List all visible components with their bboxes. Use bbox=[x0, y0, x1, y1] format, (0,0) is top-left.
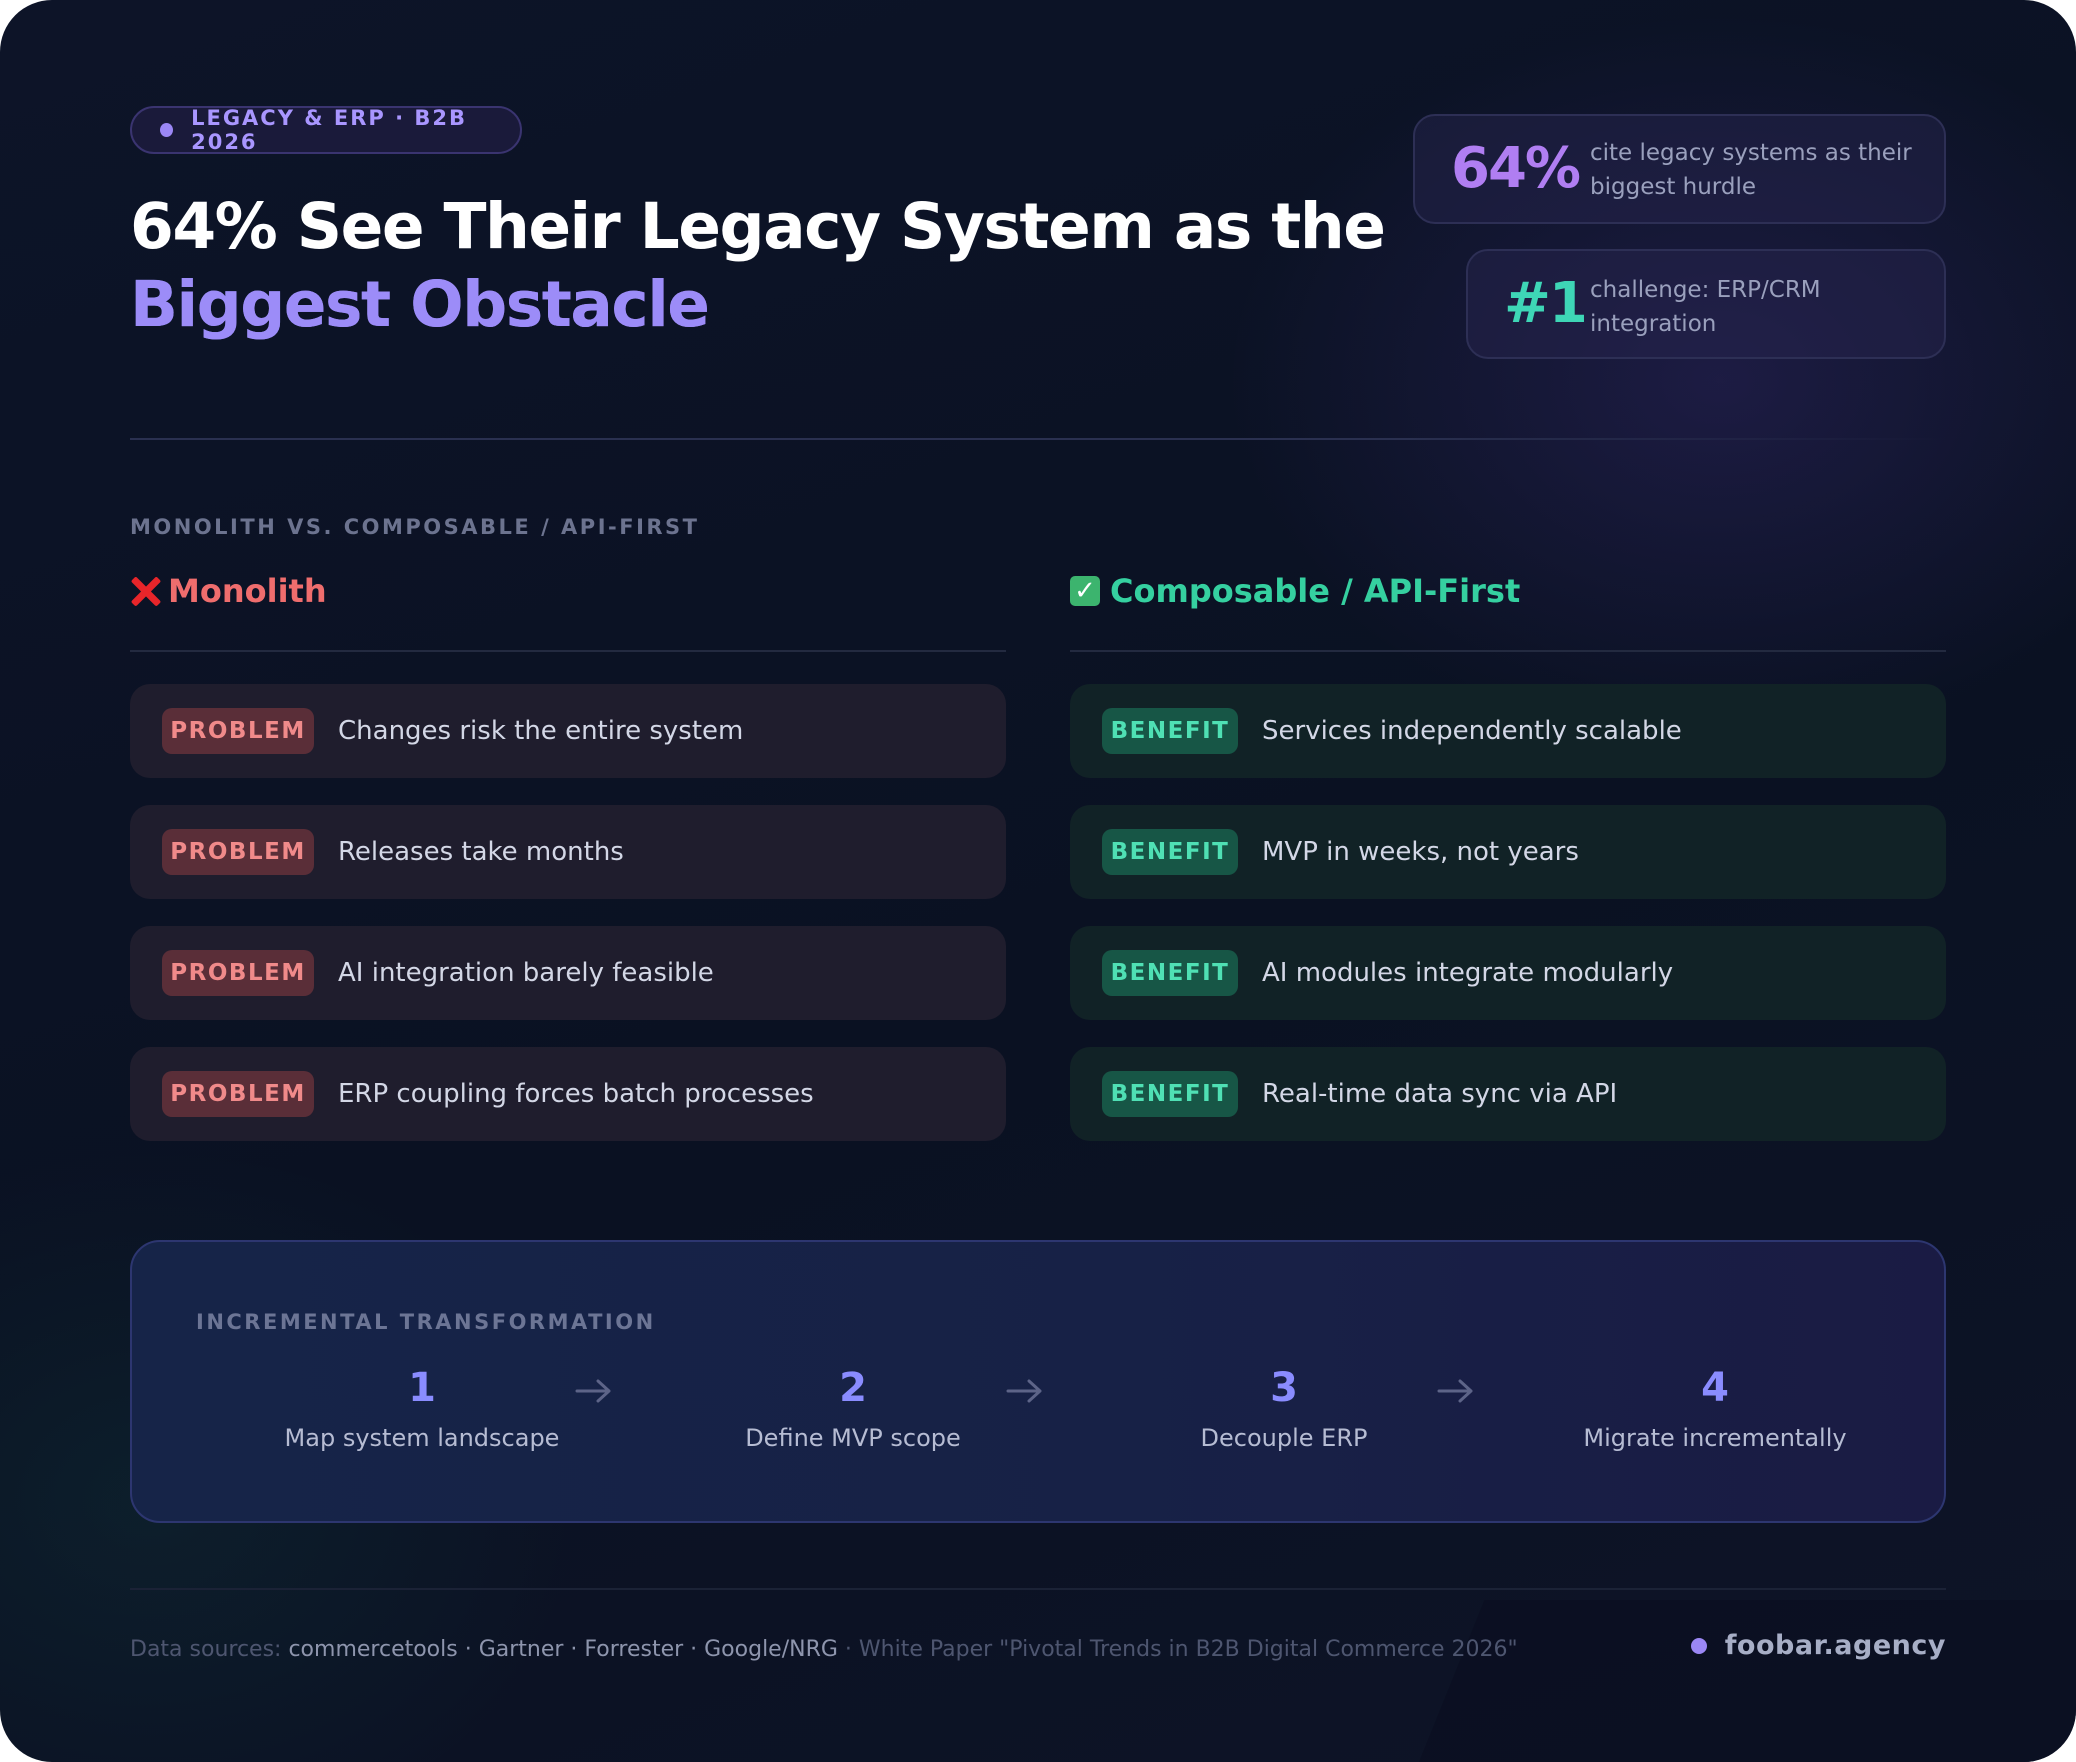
category-tag: LEGACY & ERP · B2B 2026 bbox=[130, 106, 522, 154]
benefit-row: BENEFIT Real-time data sync via API bbox=[1070, 1047, 1946, 1141]
problem-badge: PROBLEM bbox=[162, 829, 314, 875]
problem-text: Releases take months bbox=[338, 837, 624, 867]
headline-line-1: 64% See Their Legacy System as the bbox=[130, 190, 1386, 263]
arrow-right-icon bbox=[1437, 1379, 1473, 1403]
benefit-row: BENEFIT MVP in weeks, not years bbox=[1070, 805, 1946, 899]
stat-description: cite legacy systems as their biggest hur… bbox=[1590, 140, 1912, 200]
problem-text: Changes risk the entire system bbox=[338, 716, 744, 746]
problem-badge: PROBLEM bbox=[162, 708, 314, 754]
benefit-badge: BENEFIT bbox=[1102, 950, 1238, 996]
stat-card-legacy: 64% cite legacy systems as their biggest… bbox=[1413, 114, 1946, 224]
comparison-label: MONOLITH VS. COMPOSABLE / API-FIRST bbox=[130, 515, 700, 539]
problem-row: PROBLEM Changes risk the entire system bbox=[130, 684, 1006, 778]
transformation-panel: INCREMENTAL TRANSFORMATION 1 Map system … bbox=[130, 1240, 1946, 1523]
transformation-step: 3 Decouple ERP bbox=[1094, 1362, 1474, 1452]
header-divider bbox=[130, 438, 1946, 440]
data-sources: Data sources: commercetools · Gartner · … bbox=[130, 1637, 1518, 1662]
benefit-row: BENEFIT Services independently scalable bbox=[1070, 684, 1946, 778]
step-label: Migrate incrementally bbox=[1583, 1424, 1847, 1452]
step-label: Map system landscape bbox=[284, 1424, 560, 1452]
step-number: 4 bbox=[1701, 1365, 1729, 1411]
benefit-text: AI modules integrate modularly bbox=[1262, 958, 1674, 988]
monolith-heading: Monolith bbox=[130, 572, 327, 610]
decorative-shape bbox=[1395, 1600, 2076, 1762]
step-number: 2 bbox=[839, 1365, 867, 1411]
step-number: 1 bbox=[408, 1365, 436, 1411]
benefit-text: MVP in weeks, not years bbox=[1262, 837, 1579, 867]
benefit-badge: BENEFIT bbox=[1102, 1071, 1238, 1117]
problem-text: ERP coupling forces batch processes bbox=[338, 1079, 814, 1109]
data-sources-list: commercetools · Gartner · Forrester · Go… bbox=[288, 1637, 838, 1662]
problem-text: AI integration barely feasible bbox=[338, 958, 714, 988]
brand-mark: foobar.agency bbox=[1690, 1630, 1946, 1661]
benefit-badge: BENEFIT bbox=[1102, 708, 1238, 754]
category-tag-label: LEGACY & ERP · B2B 2026 bbox=[191, 106, 467, 154]
problem-badge: PROBLEM bbox=[162, 1071, 314, 1117]
problem-badge: PROBLEM bbox=[162, 950, 314, 996]
stat-value: 64% bbox=[1451, 136, 1581, 201]
brand-name: foobar.agency bbox=[1724, 1630, 1946, 1661]
step-label: Define MVP scope bbox=[745, 1424, 961, 1452]
transformation-step: 4 Migrate incrementally bbox=[1525, 1362, 1905, 1452]
footer-divider bbox=[130, 1588, 1946, 1590]
benefit-row: BENEFIT AI modules integrate modularly bbox=[1070, 926, 1946, 1020]
composable-heading-label: Composable / API-First bbox=[1110, 572, 1521, 610]
transformation-step: 1 Map system landscape bbox=[232, 1362, 612, 1452]
monolith-divider bbox=[130, 650, 1006, 652]
headline-line-2: Biggest Obstacle bbox=[130, 268, 710, 341]
stat-description: challenge: ERP/CRM integration bbox=[1590, 277, 1821, 337]
arrow-right-icon bbox=[575, 1379, 611, 1403]
benefit-badge: BENEFIT bbox=[1102, 829, 1238, 875]
stat-value: #1 bbox=[1504, 271, 1588, 336]
composable-heading: ✓ Composable / API-First bbox=[1070, 572, 1520, 610]
benefit-text: Services independently scalable bbox=[1262, 716, 1682, 746]
arrow-right-icon bbox=[1006, 1379, 1042, 1403]
problem-row: PROBLEM AI integration barely feasible bbox=[130, 926, 1006, 1020]
stat-card-integration: #1 challenge: ERP/CRM integration bbox=[1466, 249, 1946, 359]
problem-row: PROBLEM Releases take months bbox=[130, 805, 1006, 899]
composable-divider bbox=[1070, 650, 1946, 652]
data-sources-prefix: Data sources: bbox=[130, 1637, 289, 1662]
data-sources-suffix: · White Paper "Pivotal Trends in B2B Dig… bbox=[837, 1637, 1518, 1662]
step-number: 3 bbox=[1270, 1365, 1298, 1411]
transformation-label: INCREMENTAL TRANSFORMATION bbox=[196, 1310, 656, 1334]
brand-dot-icon bbox=[1690, 1637, 1707, 1654]
step-label: Decouple ERP bbox=[1200, 1424, 1368, 1452]
transformation-step: 2 Define MVP scope bbox=[663, 1362, 1043, 1452]
monolith-heading-label: Monolith bbox=[168, 572, 327, 610]
benefit-text: Real-time data sync via API bbox=[1262, 1079, 1618, 1109]
check-box-icon: ✓ bbox=[1070, 576, 1100, 606]
cross-mark-icon bbox=[130, 575, 162, 607]
problem-row: PROBLEM ERP coupling forces batch proces… bbox=[130, 1047, 1006, 1141]
tag-dot-icon bbox=[160, 123, 174, 137]
